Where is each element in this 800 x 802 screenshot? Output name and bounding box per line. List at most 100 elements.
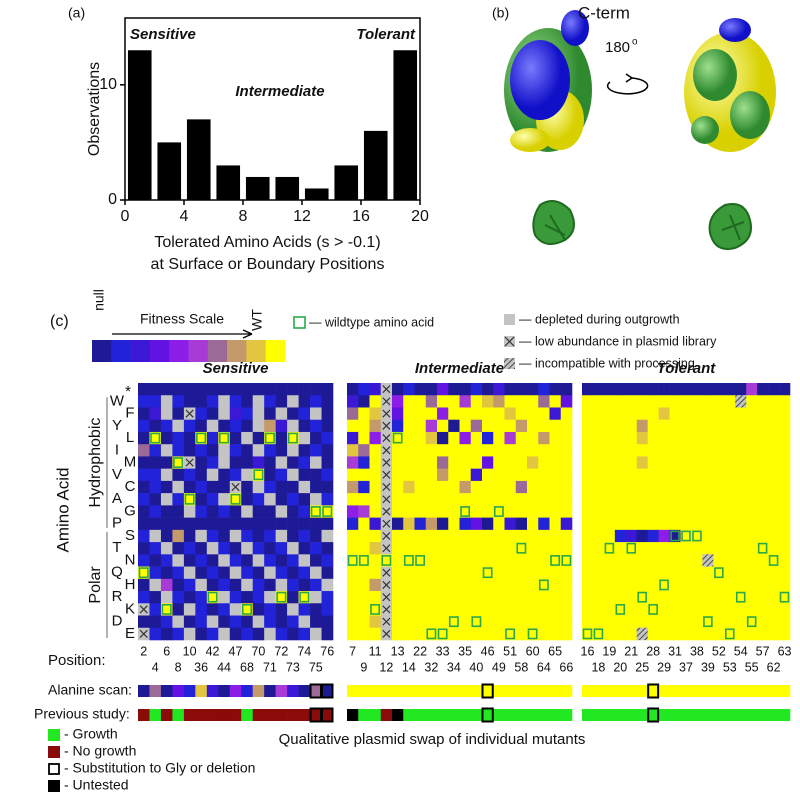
heatmap-cell (647, 480, 659, 494)
heatmap-cell (582, 456, 594, 469)
heatmap-cell (149, 456, 162, 469)
heatmap-cell (625, 517, 638, 531)
heatmap-cell (321, 431, 334, 445)
heatmap-cell (735, 554, 747, 567)
heatmap-cell (658, 395, 670, 408)
heatmap-cell (592, 493, 605, 506)
heatmap-cell (138, 566, 150, 580)
heatmap-cell (538, 603, 550, 616)
heatmap-cell (470, 480, 483, 494)
heatmap-cell (172, 566, 185, 580)
heatmap-cell (287, 444, 299, 457)
heatmap-cell (713, 566, 725, 580)
bar (245, 176, 270, 200)
heatmap-cell (298, 493, 311, 506)
heatmap-cell (470, 468, 483, 482)
heatmap-cell (229, 383, 242, 396)
heatmap-cell (768, 419, 780, 433)
heatmap-cell (527, 517, 539, 531)
heatmap-cell (347, 444, 359, 457)
heatmap-cell (538, 529, 550, 543)
position-label: 65 (548, 644, 562, 658)
heatmap-cell (264, 554, 276, 567)
heatmap-cell (425, 444, 438, 457)
scale-swatch (130, 340, 151, 362)
heatmap-cell (527, 591, 539, 604)
heatmap-cell (149, 383, 162, 396)
heatmap-cell (702, 542, 714, 555)
heatmap-cell (713, 431, 725, 445)
heatmap-cell (724, 505, 736, 518)
heatmap-cell (493, 578, 505, 592)
position-label: 21 (624, 644, 638, 658)
heatmap-cell (425, 383, 438, 396)
heatmap-cell (669, 578, 681, 592)
heatmap-cell (658, 615, 670, 629)
heatmap-cell (735, 468, 747, 482)
heatmap-cell (560, 627, 573, 641)
heatmap-cell (768, 542, 780, 555)
heatmap-cell (403, 578, 415, 592)
heatmap-cell (724, 468, 736, 482)
heatmap-cell (515, 627, 528, 641)
heatmap-cell (310, 591, 322, 604)
alanine-cell (680, 685, 692, 697)
heatmap-cell (560, 505, 573, 518)
position-label: 63 (778, 644, 792, 658)
heatmap-cell (218, 517, 231, 531)
bar (186, 119, 211, 200)
heatmap-cell (757, 468, 769, 482)
heatmap-cell (310, 383, 322, 396)
wildtype-marker (426, 628, 437, 640)
heatmap-cell (321, 444, 334, 457)
wildtype-marker (370, 603, 381, 615)
heatmap-cell (746, 542, 758, 555)
heatmap-cell (746, 517, 758, 531)
wildtype-marker (779, 591, 790, 603)
low-abundance-cross (382, 421, 391, 430)
heatmap-cell (392, 529, 404, 543)
previous-study-cell (647, 709, 659, 721)
wildtype-marker (173, 457, 184, 468)
previous-study-cell (149, 709, 162, 721)
heatmap-cell (647, 468, 659, 482)
heatmap-cell (603, 431, 616, 445)
heatmap-cell (437, 407, 449, 421)
heatmap-cell (669, 468, 681, 482)
heatmap-cell (347, 566, 359, 580)
heatmap-cell (603, 505, 616, 518)
wildtype-marker (659, 579, 669, 591)
heatmap-cell (482, 603, 494, 616)
wildtype-marker (757, 542, 768, 554)
heatmap-cell (614, 493, 627, 506)
heatmap-cell (241, 615, 254, 629)
heatmap-cell (437, 627, 449, 641)
heatmap-cell (347, 517, 359, 531)
heatmap-cell (647, 542, 659, 555)
gly-marker-alanine (481, 683, 494, 699)
amino-acid-label: R (112, 588, 123, 605)
heatmap-cell (735, 591, 747, 604)
heatmap-cell (287, 542, 299, 555)
heatmap-cell (138, 517, 150, 531)
heatmap-cell (724, 529, 736, 543)
heatmap-cell (735, 419, 747, 433)
heatmap-cell (298, 529, 311, 543)
heatmap-cell (746, 468, 758, 482)
heatmap-cell (218, 566, 231, 580)
heatmap-cell (310, 431, 322, 445)
heatmap-cell (448, 566, 460, 580)
heatmap-cell (218, 480, 231, 494)
heatmap-cell (515, 468, 528, 482)
heatmap-cell (515, 542, 528, 555)
gly-marker-alanine (647, 683, 660, 699)
heatmap-cell (358, 395, 370, 408)
heatmap-cell (680, 407, 692, 421)
heatmap-cell (680, 603, 692, 616)
wildtype-marker (184, 493, 195, 505)
heatmap-cell (229, 529, 242, 543)
heatmap-cell (229, 578, 242, 592)
heatmap-cell (482, 456, 494, 469)
heatmap-cell (493, 505, 505, 518)
heatmap-cell (647, 591, 659, 604)
